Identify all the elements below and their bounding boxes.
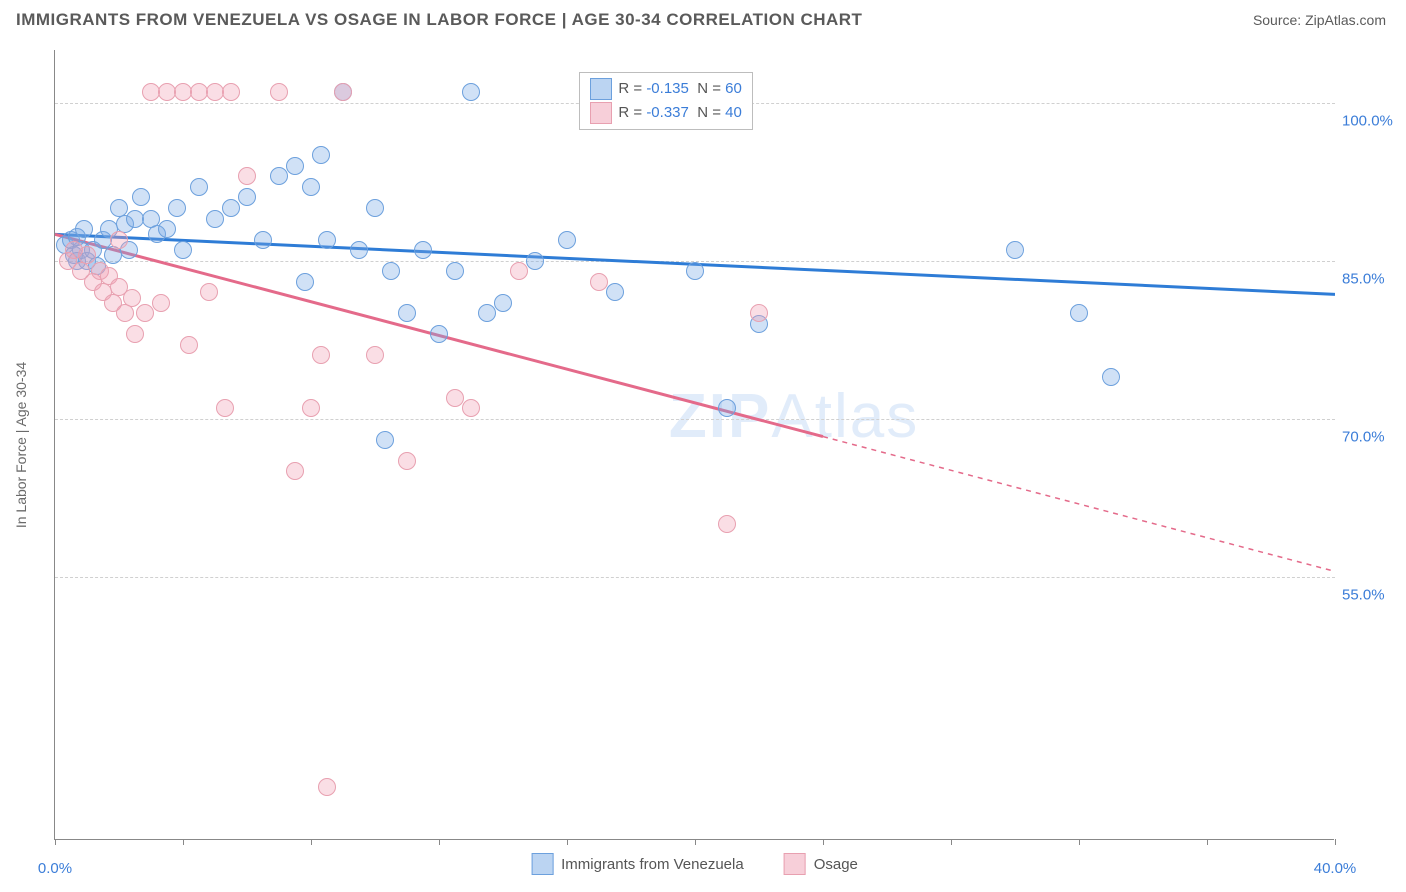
data-point xyxy=(686,262,704,280)
data-point xyxy=(286,462,304,480)
data-point xyxy=(366,199,384,217)
data-point xyxy=(462,83,480,101)
gridline xyxy=(55,419,1335,420)
swatch-icon xyxy=(784,853,806,875)
data-point xyxy=(590,273,608,291)
data-point xyxy=(254,231,272,249)
data-point xyxy=(174,241,192,259)
data-point xyxy=(398,304,416,322)
swatch-icon xyxy=(590,102,612,124)
data-point xyxy=(168,199,186,217)
data-point xyxy=(350,241,368,259)
data-point xyxy=(312,346,330,364)
x-tick xyxy=(183,839,184,845)
gridline xyxy=(55,577,1335,578)
data-point xyxy=(158,220,176,238)
data-point xyxy=(1006,241,1024,259)
correlation-legend: R = -0.135 N = 60R = -0.337 N = 40 xyxy=(579,72,752,130)
data-point xyxy=(414,241,432,259)
legend-label: Immigrants from Venezuela xyxy=(561,856,744,873)
data-point xyxy=(446,262,464,280)
data-point xyxy=(366,346,384,364)
y-tick-label: 85.0% xyxy=(1342,270,1406,287)
data-point xyxy=(222,199,240,217)
data-point xyxy=(334,83,352,101)
data-point xyxy=(286,157,304,175)
data-point xyxy=(430,325,448,343)
data-point xyxy=(78,246,96,264)
data-point xyxy=(718,399,736,417)
data-point xyxy=(382,262,400,280)
data-point xyxy=(296,273,314,291)
legend-item-venezuela: Immigrants from Venezuela xyxy=(531,853,744,875)
data-point xyxy=(494,294,512,312)
data-point xyxy=(132,188,150,206)
x-tick xyxy=(1079,839,1080,845)
x-tick-label: 0.0% xyxy=(38,860,72,877)
data-point xyxy=(216,399,234,417)
data-point xyxy=(200,283,218,301)
data-point xyxy=(1102,368,1120,386)
x-tick xyxy=(951,839,952,845)
y-tick-label: 70.0% xyxy=(1342,428,1406,445)
data-point xyxy=(558,231,576,249)
y-tick-label: 55.0% xyxy=(1342,586,1406,603)
y-tick-label: 100.0% xyxy=(1342,112,1406,129)
source-label: Source: ZipAtlas.com xyxy=(1253,12,1386,28)
x-tick xyxy=(311,839,312,845)
chart-title: IMMIGRANTS FROM VENEZUELA VS OSAGE IN LA… xyxy=(16,10,862,30)
data-point xyxy=(510,262,528,280)
swatch-icon xyxy=(590,78,612,100)
data-point xyxy=(180,336,198,354)
data-point xyxy=(238,167,256,185)
data-point xyxy=(718,515,736,533)
data-point xyxy=(206,210,224,228)
correlation-text: R = -0.135 N = 60 xyxy=(618,77,741,101)
data-point xyxy=(190,178,208,196)
data-point xyxy=(462,399,480,417)
data-point xyxy=(110,231,128,249)
data-point xyxy=(270,83,288,101)
x-tick xyxy=(1207,839,1208,845)
watermark: ZIPAtlas xyxy=(669,381,919,452)
data-point xyxy=(222,83,240,101)
x-tick xyxy=(439,839,440,845)
data-point xyxy=(606,283,624,301)
x-tick xyxy=(567,839,568,845)
data-point xyxy=(238,188,256,206)
x-tick xyxy=(695,839,696,845)
data-point xyxy=(312,146,330,164)
data-point xyxy=(75,220,93,238)
data-point xyxy=(318,778,336,796)
data-point xyxy=(270,167,288,185)
data-point xyxy=(302,178,320,196)
swatch-icon xyxy=(531,853,553,875)
x-tick-label: 40.0% xyxy=(1314,860,1357,877)
data-point xyxy=(302,399,320,417)
data-point xyxy=(123,289,141,307)
data-point xyxy=(126,325,144,343)
data-point xyxy=(526,252,544,270)
data-point xyxy=(376,431,394,449)
x-tick xyxy=(823,839,824,845)
correlation-text: R = -0.337 N = 40 xyxy=(618,101,741,125)
x-tick xyxy=(55,839,56,845)
data-point xyxy=(750,304,768,322)
data-point xyxy=(1070,304,1088,322)
data-point xyxy=(318,231,336,249)
data-point xyxy=(116,304,134,322)
data-point xyxy=(478,304,496,322)
data-point xyxy=(446,389,464,407)
legend-item-osage: Osage xyxy=(784,853,858,875)
series-legend: Immigrants from Venezuela Osage xyxy=(531,853,858,875)
x-tick xyxy=(1335,839,1336,845)
data-point xyxy=(398,452,416,470)
data-point xyxy=(136,304,154,322)
scatter-chart: In Labor Force | Age 30-34 ZIPAtlas Immi… xyxy=(54,50,1334,840)
y-axis-title: In Labor Force | Age 30-34 xyxy=(13,361,29,527)
data-point xyxy=(152,294,170,312)
legend-label: Osage xyxy=(814,856,858,873)
